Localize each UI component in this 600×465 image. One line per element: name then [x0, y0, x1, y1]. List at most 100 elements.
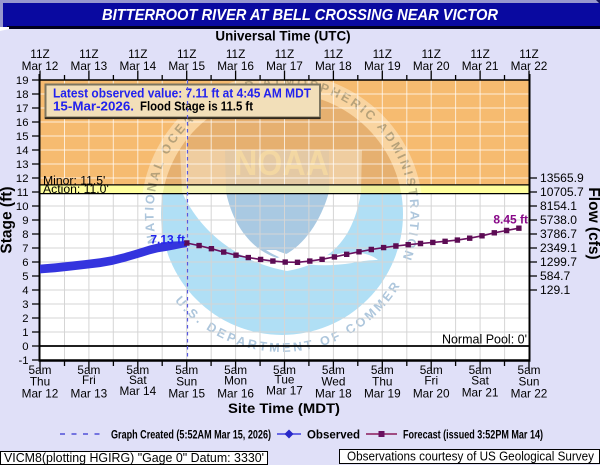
svg-text:Mon: Mon: [224, 374, 247, 388]
svg-text:11Z: 11Z: [470, 47, 489, 61]
svg-text:3786.7: 3786.7: [540, 227, 577, 241]
svg-text:Mar 15: Mar 15: [168, 59, 205, 73]
svg-text:5am: 5am: [224, 363, 247, 377]
svg-text:15-Mar-2026.: 15-Mar-2026.: [53, 99, 134, 114]
svg-text:Universal Time (UTC): Universal Time (UTC): [215, 29, 350, 44]
svg-text:Mar 16: Mar 16: [217, 387, 254, 401]
svg-text:11Z: 11Z: [177, 47, 196, 61]
svg-text:11Z: 11Z: [30, 47, 49, 61]
svg-text:5am: 5am: [273, 363, 296, 377]
svg-text:Sat: Sat: [129, 373, 147, 387]
svg-text:5am: 5am: [77, 363, 100, 377]
svg-text:Minor: 11.5': Minor: 11.5': [43, 173, 105, 187]
svg-text:Site Time (MDT): Site Time (MDT): [228, 401, 340, 416]
svg-text:15: 15: [16, 131, 29, 143]
svg-text:Mar 14: Mar 14: [119, 384, 156, 398]
svg-text:Forecast (issued 3:52PM Mar 14: Forecast (issued 3:52PM Mar 14): [403, 428, 543, 442]
svg-text:5am: 5am: [175, 363, 198, 377]
svg-text:Thu: Thu: [30, 375, 50, 389]
svg-text:Fri: Fri: [424, 374, 438, 388]
svg-text:Mar 20: Mar 20: [413, 387, 450, 401]
svg-text:13565.9: 13565.9: [540, 171, 584, 185]
svg-text:Mar 21: Mar 21: [462, 386, 499, 400]
svg-text:11Z: 11Z: [275, 47, 294, 61]
svg-text:VICM8(plotting HGIRG) "Gage 0": VICM8(plotting HGIRG) "Gage 0" Datum: 33…: [4, 451, 264, 465]
svg-text:5am: 5am: [322, 363, 345, 377]
svg-text:2349.1: 2349.1: [540, 241, 577, 255]
svg-text:19: 19: [16, 75, 29, 87]
svg-text:BITTERROOT RIVER AT BELL CROSS: BITTERROOT RIVER AT BELL CROSSING NEAR V…: [102, 7, 499, 24]
svg-text:Mar 18: Mar 18: [315, 387, 352, 401]
svg-text:5am: 5am: [469, 363, 492, 377]
svg-text:Mar 18: Mar 18: [315, 59, 352, 73]
svg-text:6: 6: [22, 257, 28, 269]
svg-text:2: 2: [22, 313, 28, 325]
svg-text:Flow (cfs): Flow (cfs): [585, 187, 600, 259]
svg-text:5am: 5am: [29, 363, 52, 377]
svg-text:Mar 21: Mar 21: [462, 59, 499, 73]
svg-text:8154.1: 8154.1: [540, 199, 577, 213]
svg-text:Mar 17: Mar 17: [266, 59, 303, 73]
svg-text:Mar 13: Mar 13: [71, 387, 108, 401]
svg-text:18: 18: [16, 89, 29, 101]
svg-text:Observed: Observed: [307, 428, 360, 442]
svg-text:11Z: 11Z: [324, 47, 343, 61]
svg-text:11Z: 11Z: [226, 47, 245, 61]
svg-text:Mar 19: Mar 19: [364, 387, 401, 401]
svg-text:10705.7: 10705.7: [540, 185, 584, 199]
svg-text:4: 4: [22, 285, 28, 297]
svg-text:10: 10: [16, 201, 29, 213]
svg-text:1: 1: [22, 327, 28, 339]
svg-text:5: 5: [22, 271, 28, 283]
svg-text:Mar 15: Mar 15: [168, 387, 205, 401]
svg-text:129.1: 129.1: [540, 283, 571, 297]
svg-text:11Z: 11Z: [128, 47, 147, 61]
svg-text:Sun: Sun: [519, 375, 540, 389]
svg-text:0: 0: [22, 341, 28, 353]
svg-text:1299.7: 1299.7: [540, 255, 577, 269]
svg-text:Mar 20: Mar 20: [413, 59, 450, 73]
svg-text:584.7: 584.7: [540, 269, 571, 283]
svg-text:11: 11: [17, 187, 29, 199]
svg-text:7.13 ft: 7.13 ft: [150, 233, 185, 247]
svg-text:3: 3: [22, 299, 28, 311]
svg-text:Sat: Sat: [471, 374, 489, 388]
svg-text:11Z: 11Z: [519, 47, 538, 61]
svg-text:Mar 22: Mar 22: [511, 387, 548, 401]
svg-text:14: 14: [16, 145, 29, 157]
svg-text:Wed: Wed: [321, 375, 345, 389]
svg-text:8.45 ft: 8.45 ft: [493, 213, 528, 227]
svg-text:13: 13: [16, 159, 29, 171]
svg-text:Action: 11.0': Action: 11.0': [43, 182, 109, 196]
svg-text:17: 17: [16, 103, 29, 115]
svg-text:Mar 12: Mar 12: [22, 387, 59, 401]
svg-text:16: 16: [16, 117, 29, 129]
svg-text:9: 9: [22, 215, 28, 227]
svg-text:5am: 5am: [420, 363, 443, 377]
svg-text:Mar 17: Mar 17: [266, 384, 303, 398]
svg-text:Observations courtesy of US Ge: Observations courtesy of US Geological S…: [347, 450, 595, 464]
svg-text:5am: 5am: [371, 363, 394, 377]
svg-text:Mar 19: Mar 19: [364, 59, 401, 73]
svg-text:-1: -1: [18, 355, 28, 367]
svg-text:7: 7: [22, 243, 28, 255]
svg-text:Mar 16: Mar 16: [217, 59, 254, 73]
svg-text:Mar 14: Mar 14: [119, 59, 156, 73]
svg-text:Mar 12: Mar 12: [22, 59, 59, 73]
svg-text:12: 12: [16, 173, 29, 185]
svg-text:Sun: Sun: [176, 375, 197, 389]
svg-text:8: 8: [22, 229, 28, 241]
svg-text:11Z: 11Z: [79, 47, 98, 61]
svg-text:5am: 5am: [126, 363, 149, 377]
svg-text:Flood Stage is 11.5 ft: Flood Stage is 11.5 ft: [140, 99, 254, 114]
svg-text:Graph Created (5:52AM Mar 15,: Graph Created (5:52AM Mar 15, 2026): [111, 428, 271, 442]
svg-text:5738.0: 5738.0: [540, 213, 577, 227]
svg-text:11Z: 11Z: [373, 47, 392, 61]
svg-text:Stage (ft): Stage (ft): [0, 186, 16, 253]
svg-text:Thu: Thu: [372, 375, 392, 389]
svg-text:11Z: 11Z: [421, 47, 440, 61]
svg-text:Fri: Fri: [82, 373, 96, 387]
svg-text:5am: 5am: [518, 363, 541, 377]
svg-text:Latest observed value: 7.11 ft: Latest observed value: 7.11 ft at 4:45 A…: [53, 86, 311, 101]
svg-text:Tue: Tue: [275, 373, 295, 387]
